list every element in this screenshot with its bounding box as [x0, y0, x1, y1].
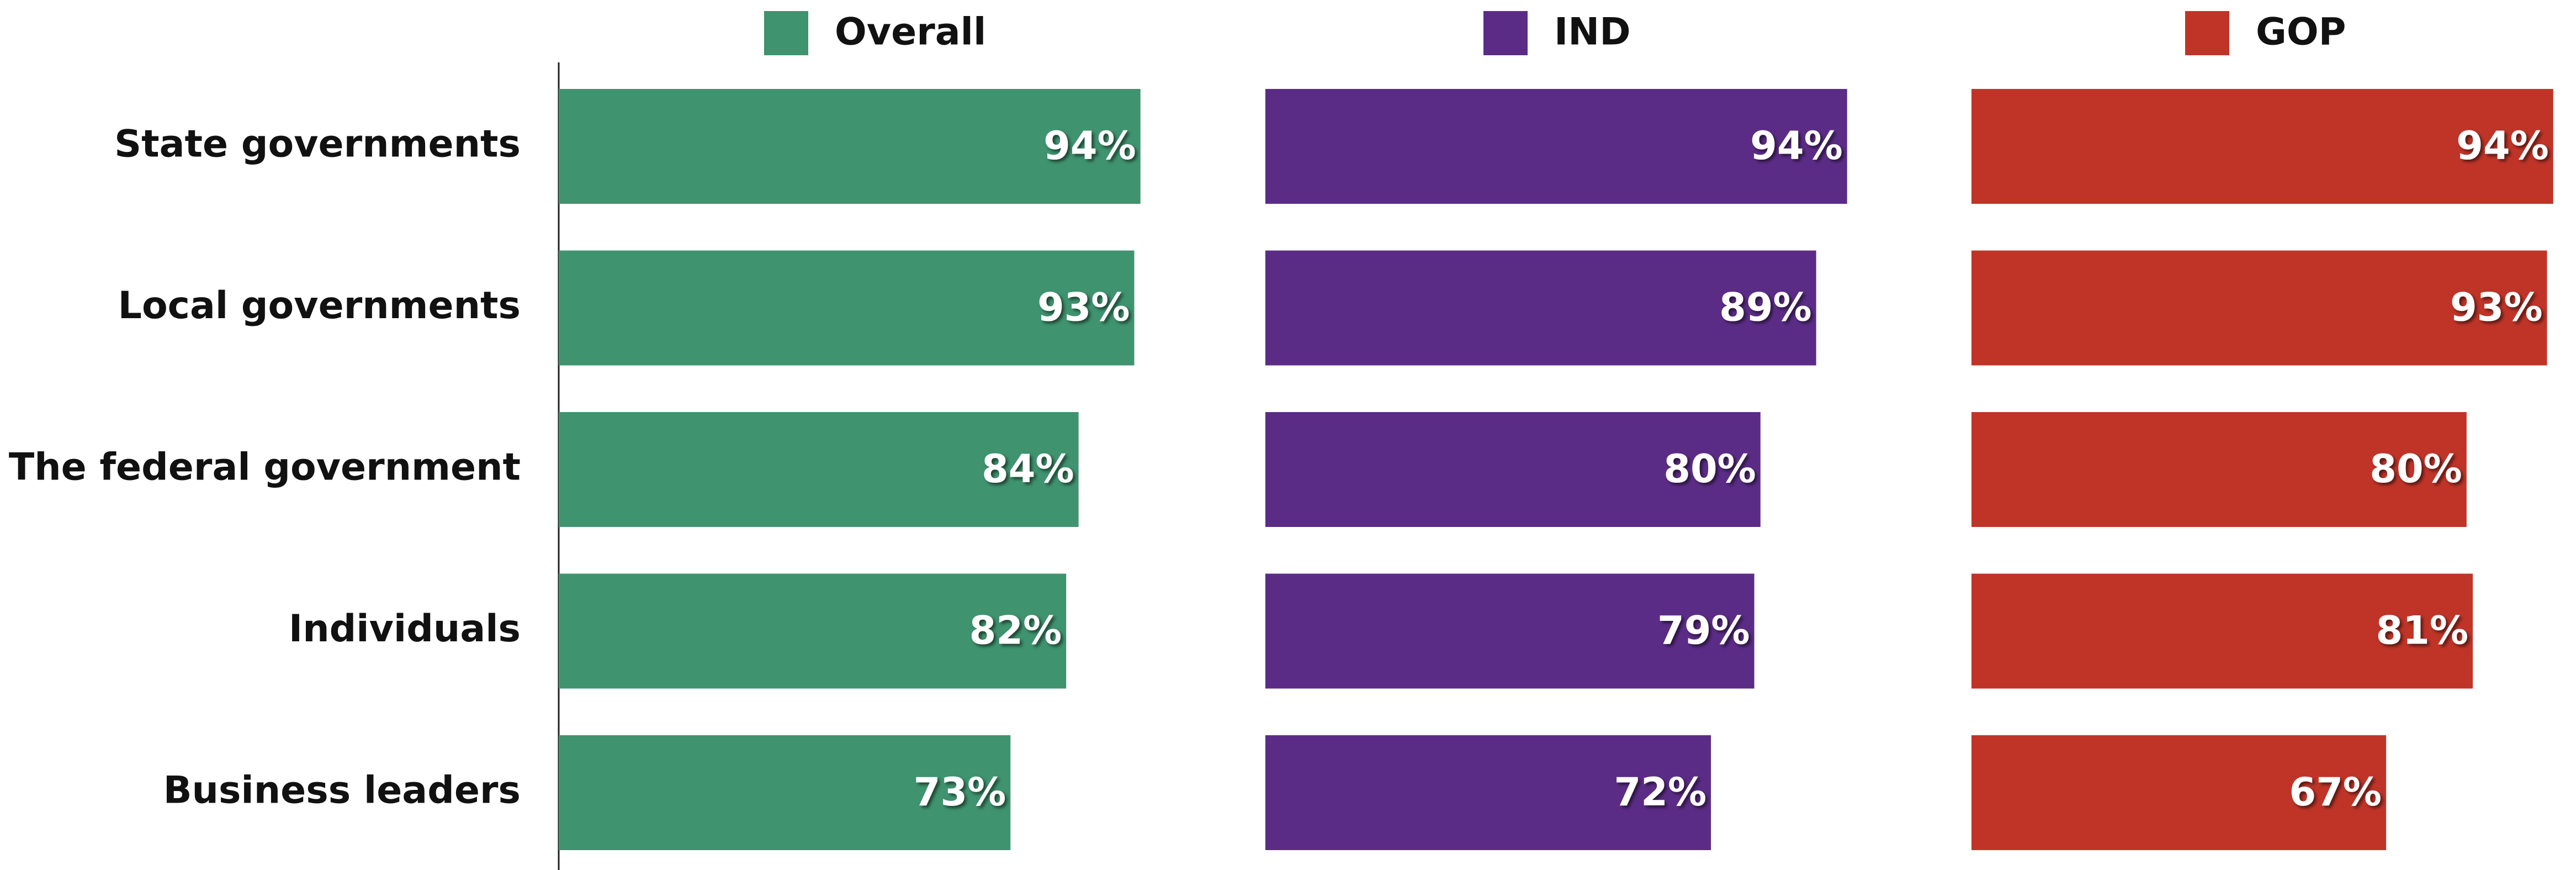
bar — [559, 412, 1079, 527]
legend-swatch — [764, 11, 808, 55]
value-label: 81% — [2376, 608, 2468, 653]
category-label: Local governments — [118, 284, 521, 328]
value-label: 84% — [982, 446, 1074, 492]
legend-swatch — [1483, 11, 1528, 55]
legend-label: GOP — [2256, 10, 2346, 54]
value-label: 80% — [2370, 446, 2462, 492]
value-label: 73% — [914, 769, 1006, 815]
value-label: 94% — [2456, 123, 2549, 168]
bar — [1971, 735, 2387, 850]
legend-label: Overall — [835, 10, 986, 54]
value-label: 89% — [1719, 285, 1812, 330]
bar — [1265, 250, 1816, 366]
value-label: 94% — [1043, 123, 1136, 168]
bar — [559, 89, 1141, 204]
bar — [1265, 89, 1847, 204]
bar — [1971, 573, 2473, 689]
bar — [1265, 735, 1711, 850]
value-label: 93% — [1037, 285, 1130, 330]
value-label: 79% — [1657, 608, 1750, 653]
bar — [1971, 250, 2547, 366]
category-label: State governments — [114, 123, 521, 166]
value-label: 93% — [2450, 285, 2543, 330]
value-label: 94% — [1750, 123, 1843, 168]
value-label: 80% — [1663, 446, 1756, 492]
bar — [559, 735, 1011, 850]
bar — [1265, 573, 1755, 689]
bar — [559, 250, 1135, 366]
legend-label: IND — [1554, 10, 1631, 54]
bar — [559, 573, 1067, 689]
bar — [1971, 89, 2553, 204]
value-label: 72% — [1614, 769, 1707, 815]
category-label: Business leaders — [163, 769, 521, 813]
legend-swatch — [2185, 11, 2229, 55]
bar — [1971, 412, 2467, 527]
bar — [1265, 412, 1761, 527]
category-label: Individuals — [289, 607, 521, 651]
value-label: 67% — [2289, 769, 2382, 815]
value-label: 82% — [969, 608, 1062, 653]
category-label: The federal government — [9, 446, 521, 489]
